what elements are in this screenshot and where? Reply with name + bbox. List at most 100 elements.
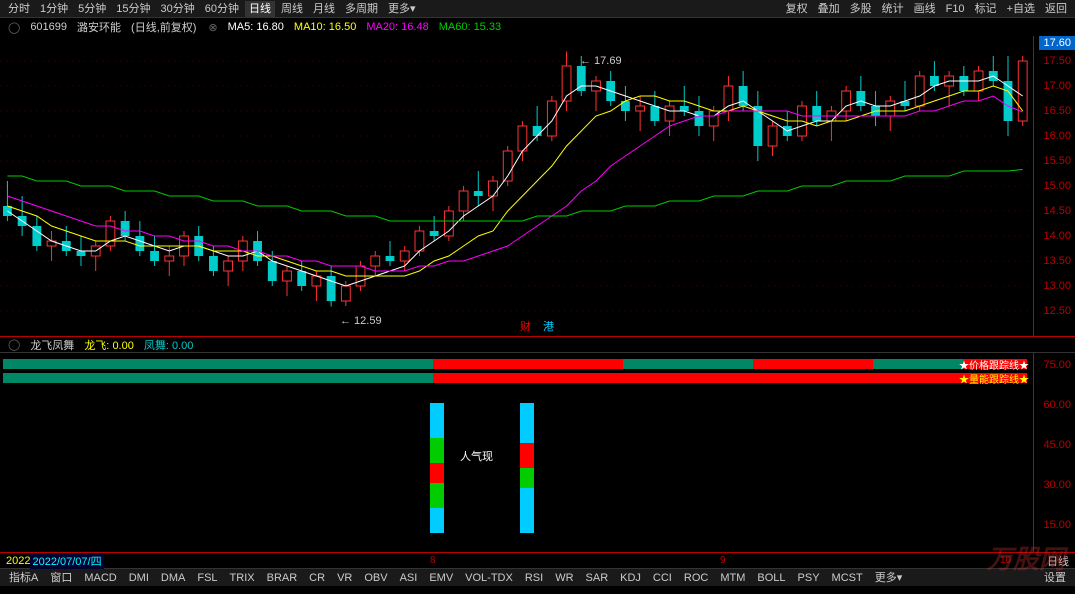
toolbar-1[interactable]: 叠加: [814, 1, 844, 17]
toolbar-5[interactable]: F10: [942, 1, 969, 17]
indicator-tab-14[interactable]: RSI: [520, 570, 548, 586]
ma5-label: MA5: 16.80: [228, 21, 284, 33]
indicator-tab-9[interactable]: VR: [332, 570, 357, 586]
indicator-tab-15[interactable]: WR: [550, 570, 578, 586]
collapse-icon[interactable]: ◯: [8, 21, 20, 34]
timeframe-4[interactable]: 30分钟: [157, 1, 199, 17]
price-tick: 15.50: [1043, 155, 1071, 167]
indicator-tab-3[interactable]: DMI: [124, 570, 154, 586]
indicator-tab-16[interactable]: SAR: [581, 570, 614, 586]
indicator-tab-22[interactable]: PSY: [793, 570, 825, 586]
indicator-tick: 75.00: [1043, 359, 1071, 371]
indicator-band-1: [3, 373, 1027, 383]
indicator-tab-12[interactable]: EMV: [424, 570, 458, 586]
timeframe-9[interactable]: 多周期: [341, 1, 382, 17]
indicator-name: 龙飞凤舞: [30, 337, 74, 353]
price-tick: 13.00: [1043, 280, 1071, 292]
indicator-tab-10[interactable]: OBV: [359, 570, 392, 586]
track-label: ★价格跟踪线★: [959, 357, 1029, 372]
price-tick: 17.50: [1043, 55, 1071, 67]
toolbar-0[interactable]: 复权: [782, 1, 812, 17]
toolbar-3[interactable]: 统计: [878, 1, 908, 17]
indicator-tab-8[interactable]: CR: [304, 570, 330, 586]
indicator-tick: 15.00: [1043, 519, 1071, 531]
timeframe-0[interactable]: 分时: [4, 1, 34, 17]
renqi-bar-0: [430, 403, 444, 533]
indicator-chart[interactable]: 75.0060.0045.0030.0015.00 ★价格跟踪线★★量能跟踪线★…: [0, 352, 1075, 552]
indicator-tab-18[interactable]: CCI: [648, 570, 677, 586]
date-tick: 8: [430, 555, 436, 566]
cai-gang-label: 财港: [520, 318, 554, 334]
timeframe-3[interactable]: 15分钟: [112, 1, 154, 17]
indicator-v1: 龙飞: 0.00: [84, 337, 134, 353]
indicator-tick: 30.00: [1043, 479, 1071, 491]
indicator-tab-24[interactable]: 更多▾: [870, 570, 908, 586]
current-date: 2022/07/07/四: [30, 553, 103, 569]
renqi-text: 人气现: [460, 448, 493, 464]
indicator-header: ◯ 龙飞凤舞 龙飞: 0.00 凤舞: 0.00: [0, 336, 1075, 352]
toolbar-2[interactable]: 多股: [846, 1, 876, 17]
indicator-tick: 45.00: [1043, 439, 1071, 451]
indicator-tab-17[interactable]: KDJ: [615, 570, 646, 586]
indicator-tab-19[interactable]: ROC: [679, 570, 713, 586]
toolbar-4[interactable]: 画线: [910, 1, 940, 17]
indicator-collapse-icon[interactable]: ◯: [8, 338, 20, 351]
price-tick: 13.50: [1043, 255, 1071, 267]
renqi-bar-1: [520, 403, 534, 533]
toolbar-7[interactable]: +自选: [1003, 1, 1039, 17]
timeframe-2[interactable]: 5分钟: [74, 1, 110, 17]
ma20-label: MA20: 16.48: [366, 21, 428, 33]
toolbar-6[interactable]: 标记: [971, 1, 1001, 17]
indicator-band-0: [3, 359, 1027, 369]
ma60-label: MA60: 15.33: [439, 21, 501, 33]
close-icon[interactable]: ⊗: [208, 21, 217, 34]
date-tick: 10: [1000, 555, 1011, 566]
price-axis: 17.50 17.00 16.50 16.00 15.50 15.00 14.50 14.00…: [1033, 36, 1075, 336]
ma10-label: MA10: 16.50: [294, 21, 356, 33]
stock-mode: (日线,前复权): [131, 19, 196, 35]
timeframe-6[interactable]: 日线: [245, 1, 275, 17]
indicator-tab-6[interactable]: TRIX: [225, 570, 260, 586]
indicator-tab-4[interactable]: DMA: [156, 570, 190, 586]
top-toolbar: 分时1分钟5分钟15分钟30分钟60分钟日线周线月线多周期更多▾ 复权叠加多股统…: [0, 0, 1075, 18]
indicator-tick: 60.00: [1043, 399, 1071, 411]
indicator-v2: 凤舞: 0.00: [144, 337, 194, 353]
indicator-tab-1[interactable]: 窗口: [45, 570, 77, 586]
indicator-tab-20[interactable]: MTM: [715, 570, 750, 586]
indicator-tab-7[interactable]: BRAR: [262, 570, 303, 586]
price-tick: 12.50: [1043, 305, 1071, 317]
indicator-tab-5[interactable]: FSL: [192, 570, 222, 586]
chart-canvas: ← 17.69 ← 12.59: [0, 36, 1030, 336]
toolbar-8[interactable]: 返回: [1041, 1, 1071, 17]
candlestick-chart[interactable]: ← 17.69 ← 12.59 17.50 17.00 16.50 16.00 15.50…: [0, 36, 1075, 336]
year-label: 2022: [6, 555, 30, 567]
svg-text:← 17.69: ← 17.69: [580, 55, 622, 67]
bottom-right-0[interactable]: 设置: [1039, 570, 1071, 586]
price-tick: 16.00: [1043, 130, 1071, 142]
timeframe-5[interactable]: 60分钟: [201, 1, 243, 17]
stock-info-bar: ◯ 601699 潞安环能 (日线,前复权) ⊗ MA5: 16.80 MA10…: [0, 18, 1075, 36]
timeframe-10[interactable]: 更多▾: [384, 1, 420, 17]
date-right-label: 日线: [1047, 553, 1069, 569]
indicator-tab-2[interactable]: MACD: [79, 570, 121, 586]
indicator-tab-11[interactable]: ASI: [395, 570, 423, 586]
timeframe-7[interactable]: 周线: [277, 1, 307, 17]
stock-code: 601699: [30, 21, 67, 33]
indicator-tab-13[interactable]: VOL-TDX: [460, 570, 518, 586]
timeframe-1[interactable]: 1分钟: [36, 1, 72, 17]
price-tick: 14.00: [1043, 230, 1071, 242]
indicator-tab-0[interactable]: 指标A: [4, 570, 43, 586]
stock-name: 潞安环能: [77, 19, 121, 35]
timeframe-8[interactable]: 月线: [309, 1, 339, 17]
svg-text:← 12.59: ← 12.59: [340, 315, 382, 327]
current-price-badge: 17.60: [1039, 36, 1075, 50]
indicator-tab-23[interactable]: MCST: [827, 570, 868, 586]
bottom-toolbar: 指标A窗口MACDDMIDMAFSLTRIXBRARCRVROBVASIEMVV…: [0, 568, 1075, 586]
indicator-axis: 75.00 60.00 45.00 30.00 15.00: [1033, 353, 1075, 552]
price-tick: 16.50: [1043, 105, 1071, 117]
price-tick: 14.50: [1043, 205, 1071, 217]
indicator-tab-21[interactable]: BOLL: [752, 570, 790, 586]
price-tick: 15.00: [1043, 180, 1071, 192]
date-tick: 9: [720, 555, 726, 566]
price-tick: 17.00: [1043, 80, 1071, 92]
